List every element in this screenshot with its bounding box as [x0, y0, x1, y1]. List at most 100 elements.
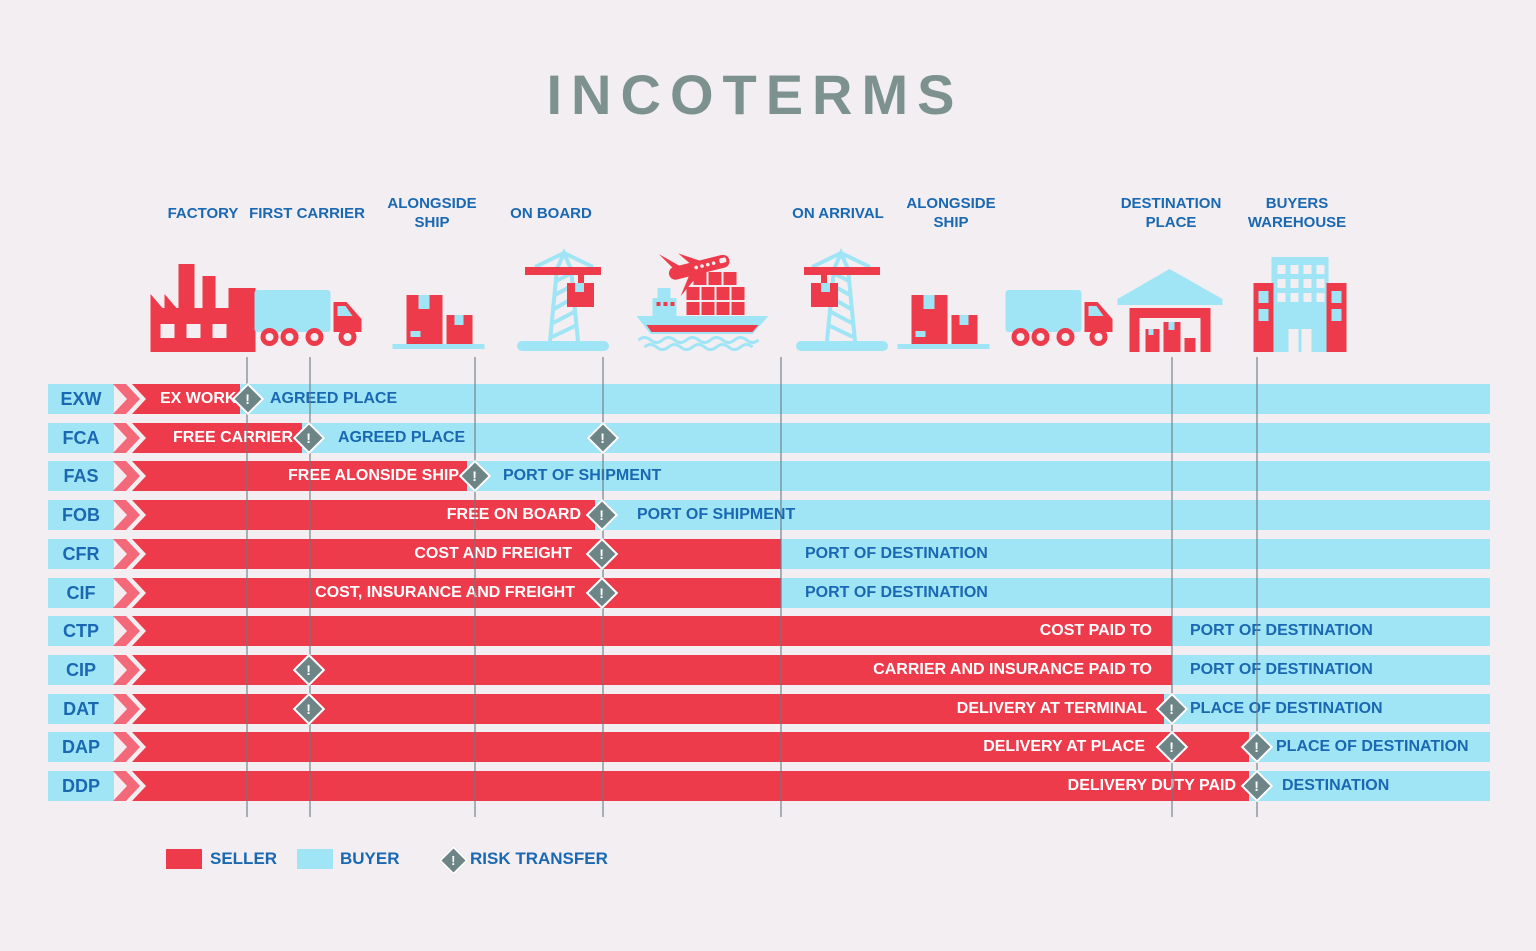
column-header: FACTORY — [167, 204, 239, 222]
buyers-building-icon — [1248, 257, 1353, 357]
buyer-label-cip: PORT OF DESTINATION — [1190, 661, 1373, 678]
column-header: ON BOARD — [510, 204, 592, 222]
buyer-bar-dap — [1249, 732, 1490, 762]
chevron-start-icon — [112, 539, 154, 569]
row-code-label-ddp: DDP — [48, 771, 114, 801]
chevron-start-icon — [112, 771, 154, 801]
risk-mark: ! — [306, 700, 312, 717]
legend-buyer-swatch — [297, 849, 333, 869]
chevron-start-icon — [112, 616, 154, 646]
row-code-label-cip: CIP — [48, 655, 114, 685]
buyer-bar-exw — [240, 384, 1490, 414]
warehouse-icon — [1117, 267, 1223, 357]
chevron-start-icon — [112, 578, 154, 608]
seller-bar-fob — [153, 500, 595, 530]
grid-line — [309, 357, 311, 817]
row-code-label-ctp: CTP — [48, 616, 114, 646]
risk-mark: ! — [1254, 738, 1260, 755]
row-code-label-dap: DAP — [48, 732, 114, 762]
chevron-start-icon — [112, 655, 154, 685]
seller-label-exw: EX WORKS — [160, 390, 248, 407]
grid-line — [780, 357, 782, 817]
risk-mark: ! — [599, 545, 605, 562]
column-header: BUYERS WAREHOUSE — [1247, 195, 1347, 231]
seller-label-cif: COST, INSURANCE AND FREIGHT — [315, 584, 575, 601]
chevron-start-icon — [112, 384, 154, 414]
seller-label-cip: CARRIER AND INSURANCE PAID TO — [873, 661, 1152, 678]
alongside-ship-boxes-icon — [392, 287, 488, 357]
seller-label-cfr: COST AND FREIGHT — [414, 545, 572, 562]
unloading-crane-icon — [788, 247, 888, 357]
page-title: INCOTERMS — [546, 63, 964, 126]
chevron-start-icon — [112, 461, 154, 491]
column-header: ON ARRIVAL — [792, 204, 884, 222]
risk-mark: ! — [1169, 738, 1175, 755]
row-code-label-exw: EXW — [48, 384, 114, 414]
legend-seller-swatch — [166, 849, 202, 869]
seller-bar-ctp — [153, 616, 1172, 646]
seller-label-fca: FREE CARRIER — [172, 429, 293, 446]
buyer-bar-ddp — [1249, 771, 1490, 801]
buyer-bar-cip — [1172, 655, 1490, 685]
legend-buyer-label: BUYER — [340, 849, 400, 868]
buyer-label-ctp: PORT OF DESTINATION — [1190, 622, 1373, 639]
row-code-label-fob: FOB — [48, 500, 114, 530]
risk-mark: ! — [306, 429, 312, 446]
seller-label-ctp: COST PAID TO — [1039, 622, 1152, 639]
risk-mark: ! — [600, 429, 606, 446]
row-code-label-dat: DAT — [48, 694, 114, 724]
seller-bar-exw — [153, 384, 240, 414]
buyer-label-fca: AGREED PLACE — [338, 429, 466, 446]
seller-label-fas: FREE ALONSIDE SHIP — [288, 467, 459, 484]
buyer-label-dat: PLACE OF DESTINATION — [1190, 700, 1383, 717]
buyer-label-cif: PORT OF DESTINATION — [805, 584, 988, 601]
chevron-start-icon — [112, 423, 154, 453]
legend-risk-transfer-diamond: ! — [438, 845, 469, 876]
loading-crane-icon — [517, 247, 617, 357]
chevron-start-icon — [112, 694, 154, 724]
cargo-ship-and-plane-icon — [631, 240, 776, 357]
factory-icon — [150, 264, 256, 357]
seller-bar-cfr — [153, 539, 781, 569]
risk-mark: ! — [245, 390, 251, 407]
buyer-bar-cif — [781, 578, 1490, 608]
first-carrier-truck-icon — [254, 284, 370, 357]
buyer-bar-ctp — [1172, 616, 1490, 646]
buyer-label-ddp: DESTINATION — [1282, 777, 1390, 794]
risk-mark: ! — [599, 506, 605, 523]
seller-bar-dap — [153, 732, 1249, 762]
seller-bar-fca — [153, 423, 302, 453]
delivery-truck-icon — [1005, 284, 1121, 357]
buyer-bar-fca — [302, 423, 1490, 453]
grid-line — [474, 357, 476, 817]
grid-line — [246, 357, 248, 817]
chevron-start-icon — [112, 500, 154, 530]
risk-mark: ! — [1254, 777, 1260, 794]
buyer-bar-cfr — [781, 539, 1490, 569]
column-header: ALONGSIDE SHIP — [906, 195, 996, 231]
risk-mark: ! — [599, 584, 605, 601]
buyer-label-dap: PLACE OF DESTINATION — [1276, 738, 1469, 755]
buyer-label-exw: AGREED PLACE — [270, 390, 398, 407]
grid-line — [1171, 357, 1173, 817]
row-code-label-cif: CIF — [48, 578, 114, 608]
grid-line — [1256, 357, 1258, 817]
row-code-label-fas: FAS — [48, 461, 114, 491]
buyer-label-fob: PORT OF SHIPMENT — [637, 506, 796, 523]
seller-bar-ddp — [153, 771, 1249, 801]
row-code-label-cfr: CFR — [48, 539, 114, 569]
seller-label-ddp: DELIVERY DUTY PAID — [1067, 777, 1236, 794]
buyer-label-cfr: PORT OF DESTINATION — [805, 545, 988, 562]
buyer-bar-fas — [467, 461, 1490, 491]
column-header: DESTINATION PLACE — [1120, 195, 1222, 231]
column-header: ALONGSIDE SHIP — [387, 195, 477, 231]
seller-label-fob: FREE ON BOARD — [446, 506, 581, 523]
column-header: FIRST CARRIER — [249, 204, 365, 222]
risk-mark: ! — [472, 467, 478, 484]
seller-label-dat: DELIVERY AT TERMINAL — [956, 700, 1147, 717]
risk-mark: ! — [1169, 700, 1175, 717]
buyer-bar-fob — [595, 500, 1490, 530]
seller-bar-cif — [153, 578, 781, 608]
legend-seller-label: SELLER — [210, 849, 278, 868]
